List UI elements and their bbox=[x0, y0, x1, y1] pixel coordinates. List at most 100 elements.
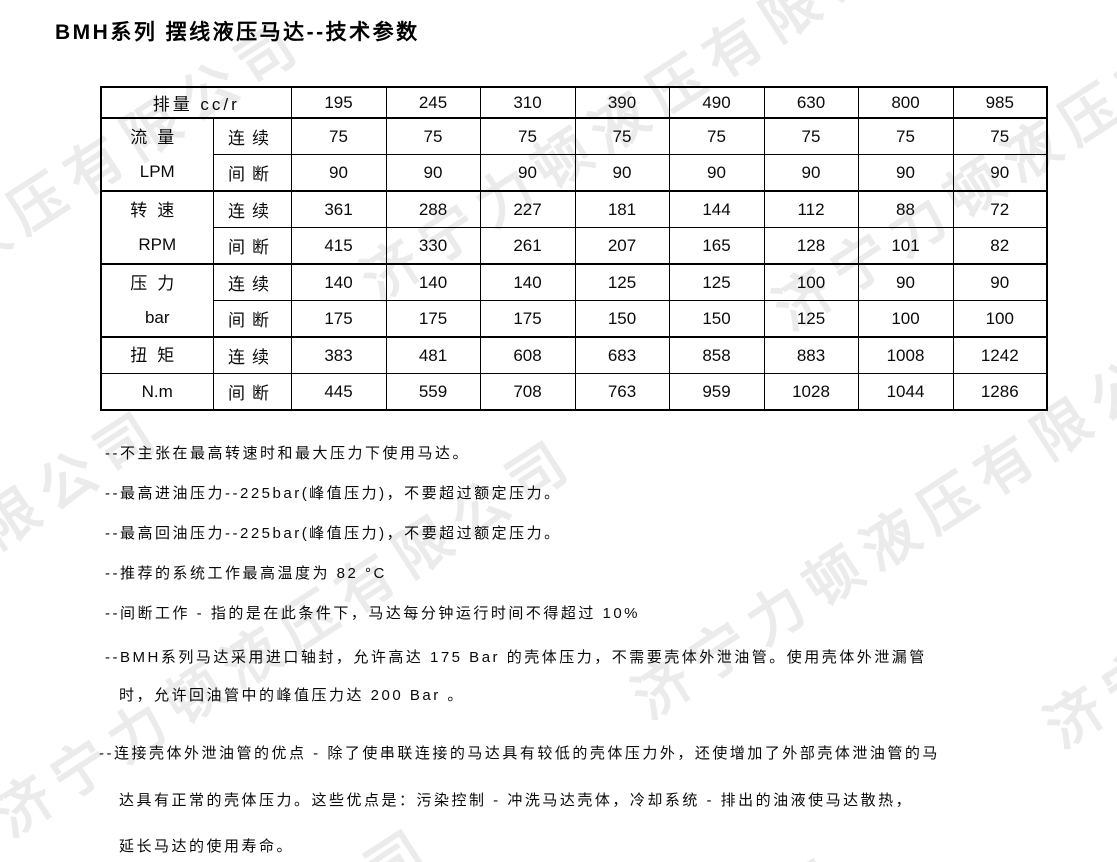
table-row-pressure-intermittent: 间断 175 175 175 150 150 125 100 100 bbox=[101, 300, 1048, 338]
spec-value-cell: 90 bbox=[857, 154, 954, 192]
table-header-row: 排量 cc/r 195 245 310 390 490 630 800 985 bbox=[100, 86, 1048, 119]
spec-value-cell: 75 bbox=[290, 117, 387, 155]
displacement-value-cell: 310 bbox=[479, 86, 576, 119]
spec-value-cell: 150 bbox=[668, 300, 765, 338]
spec-value-cell: 1028 bbox=[763, 373, 859, 411]
param-label-cell: N.m bbox=[100, 373, 214, 411]
spec-value-cell: 88 bbox=[857, 190, 954, 228]
spec-value-cell: 75 bbox=[385, 117, 481, 155]
spec-value-cell: 144 bbox=[668, 190, 765, 228]
note-line: 延长马达的使用寿命。 bbox=[119, 838, 295, 855]
notes-section: --不主张在最高转速时和最大压力下使用马达。 --最高进油压力--225bar(… bbox=[99, 444, 1095, 856]
spec-value-cell: 175 bbox=[479, 300, 576, 338]
spec-value-cell: 227 bbox=[479, 190, 576, 228]
note-line: --推荐的系统工作最高温度为 82 °C bbox=[105, 565, 387, 582]
param-label-cell: 压力 bar bbox=[100, 263, 214, 338]
param-unit: bar bbox=[144, 307, 170, 327]
spec-value-cell: 82 bbox=[952, 227, 1048, 265]
spec-value-cell: 125 bbox=[763, 300, 859, 338]
table-row-torque-continuous: 扭矩 连续 383 481 608 683 858 883 1008 1242 bbox=[100, 336, 1048, 374]
spec-value-cell: 140 bbox=[290, 263, 387, 301]
spec-value-cell: 1044 bbox=[857, 373, 954, 411]
spec-value-cell: 90 bbox=[952, 263, 1048, 301]
spec-value-cell: 175 bbox=[290, 300, 387, 338]
spec-value-cell: 415 bbox=[290, 227, 387, 265]
note-line: --最高回油压力--225bar(峰值压力)，不要超过额定压力。 bbox=[105, 525, 562, 542]
table-row-pressure-continuous: 压力 bar 连续 140 140 140 125 125 100 90 90 bbox=[100, 263, 1048, 338]
table-row-speed-intermittent: 间断 415 330 261 207 165 128 101 82 bbox=[101, 227, 1048, 265]
mode-label-cell: 间断 bbox=[212, 300, 292, 338]
table-row-torque-intermittent: N.m 间断 445 559 708 763 959 1028 1044 128… bbox=[100, 373, 1048, 411]
spec-value-cell: 683 bbox=[574, 336, 670, 374]
note-line: --连接壳体外泄油管的优点 - 除了使串联连接的马达具有较低的壳体压力外，还使增… bbox=[99, 745, 940, 762]
spec-value-cell: 90 bbox=[763, 154, 859, 192]
spec-value-cell: 72 bbox=[952, 190, 1048, 228]
note-line: 达具有正常的壳体压力。这些优点是：污染控制 - 冲洗马达壳体，冷却系统 - 排出… bbox=[119, 792, 914, 809]
spec-value-cell: 101 bbox=[857, 227, 954, 265]
spec-value-cell: 150 bbox=[574, 300, 670, 338]
spec-value-cell: 90 bbox=[668, 154, 765, 192]
displacement-value-cell: 985 bbox=[952, 86, 1048, 119]
mode-label-cell: 连续 bbox=[212, 336, 292, 374]
spec-value-cell: 883 bbox=[763, 336, 859, 374]
spec-value-cell: 330 bbox=[385, 227, 481, 265]
spec-value-cell: 261 bbox=[479, 227, 576, 265]
param-label-cell: 流量 LPM bbox=[100, 117, 214, 192]
displacement-value-cell: 630 bbox=[763, 86, 859, 119]
spec-value-cell: 125 bbox=[668, 263, 765, 301]
spec-value-cell: 100 bbox=[857, 300, 954, 338]
spec-value-cell: 90 bbox=[574, 154, 670, 192]
note-line: --间断工作 - 指的是在此条件下，马达每分钟运行时间不得超过 10% bbox=[105, 605, 641, 622]
spec-value-cell: 165 bbox=[668, 227, 765, 265]
spec-value-cell: 763 bbox=[574, 373, 670, 411]
spec-value-cell: 90 bbox=[479, 154, 576, 192]
spec-value-cell: 75 bbox=[668, 117, 765, 155]
spec-value-cell: 75 bbox=[479, 117, 576, 155]
spec-value-cell: 112 bbox=[763, 190, 859, 228]
spec-value-cell: 75 bbox=[763, 117, 859, 155]
displacement-value-cell: 390 bbox=[574, 86, 670, 119]
param-unit: N.m bbox=[141, 381, 173, 401]
spec-value-cell: 959 bbox=[668, 373, 765, 411]
param-unit: RPM bbox=[138, 234, 177, 254]
param-name: 压力 bbox=[130, 273, 185, 293]
spec-value-cell: 100 bbox=[952, 300, 1048, 338]
spec-value-cell: 207 bbox=[574, 227, 670, 265]
spec-value-cell: 90 bbox=[857, 263, 954, 301]
mode-label-cell: 间断 bbox=[212, 227, 292, 265]
mode-label-cell: 间断 bbox=[212, 154, 292, 192]
mode-label-cell: 间断 bbox=[212, 373, 292, 411]
spec-value-cell: 90 bbox=[385, 154, 481, 192]
spec-value-cell: 175 bbox=[385, 300, 481, 338]
displacement-value-cell: 800 bbox=[857, 86, 954, 119]
displacement-header-cell: 排量 cc/r bbox=[100, 86, 292, 119]
spec-value-cell: 128 bbox=[763, 227, 859, 265]
param-label-cell: 转速 RPM bbox=[100, 190, 214, 265]
mode-label-cell: 连续 bbox=[212, 190, 292, 228]
displacement-value-cell: 195 bbox=[290, 86, 387, 119]
spec-value-cell: 75 bbox=[857, 117, 954, 155]
note-line: --不主张在最高转速时和最大压力下使用马达。 bbox=[105, 445, 470, 462]
spec-value-cell: 858 bbox=[668, 336, 765, 374]
spec-value-cell: 708 bbox=[479, 373, 576, 411]
displacement-value-cell: 245 bbox=[385, 86, 481, 119]
spec-value-cell: 559 bbox=[385, 373, 481, 411]
note-line: --最高进油压力--225bar(峰值压力)，不要超过额定压力。 bbox=[105, 485, 562, 502]
spec-value-cell: 361 bbox=[290, 190, 387, 228]
spec-value-cell: 140 bbox=[479, 263, 576, 301]
spec-value-cell: 481 bbox=[385, 336, 481, 374]
table-row-flow-continuous: 流量 LPM 连续 75 75 75 75 75 75 75 75 bbox=[100, 117, 1048, 192]
note-line: --BMH系列马达采用进口轴封，允许高达 175 Bar 的壳体压力，不需要壳体… bbox=[105, 649, 927, 666]
spec-value-cell: 608 bbox=[479, 336, 576, 374]
table-row-flow-intermittent: 间断 90 90 90 90 90 90 90 90 bbox=[101, 154, 1048, 192]
displacement-value-cell: 490 bbox=[668, 86, 765, 119]
param-name: 流量 bbox=[130, 127, 185, 147]
spec-value-cell: 75 bbox=[952, 117, 1048, 155]
spec-value-cell: 1008 bbox=[857, 336, 954, 374]
spec-value-cell: 90 bbox=[290, 154, 387, 192]
table-row-speed-continuous: 转速 RPM 连续 361 288 227 181 144 112 88 72 bbox=[100, 190, 1048, 265]
spec-value-cell: 1286 bbox=[952, 373, 1048, 411]
param-name: 扭矩 bbox=[130, 345, 185, 365]
spec-value-cell: 100 bbox=[763, 263, 859, 301]
